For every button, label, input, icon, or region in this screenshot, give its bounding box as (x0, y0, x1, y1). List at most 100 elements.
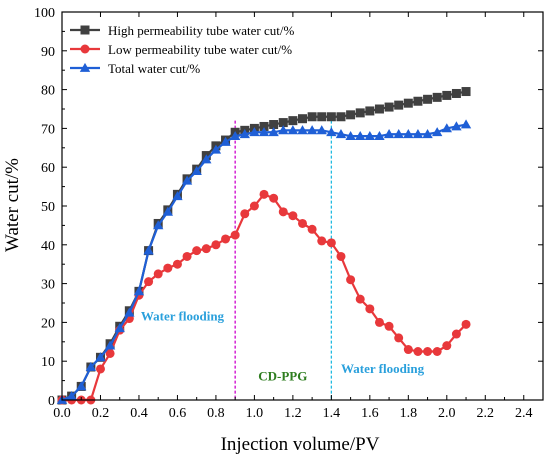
data-point-square (413, 96, 423, 106)
data-point-triangle (374, 130, 385, 141)
y-tick-label: 60 (41, 161, 55, 176)
y-tick-label: 100 (34, 6, 55, 21)
data-point-triangle (460, 119, 472, 129)
y-tick-label: 30 (41, 278, 55, 293)
data-point-triangle (66, 390, 77, 401)
legend-label: Low permeability tube water cut/% (108, 42, 292, 57)
data-point-circle (307, 224, 317, 234)
data-point-square (451, 88, 461, 98)
data-point-square (355, 108, 365, 118)
x-tick-label: 0.8 (207, 406, 225, 421)
data-point-circle (365, 304, 375, 314)
data-point-triangle (76, 381, 87, 391)
data-point-triangle (114, 323, 125, 333)
data-point-circle (423, 347, 433, 356)
x-tick-label: 1.0 (246, 406, 264, 421)
y-axis-title: Water cut/% (2, 158, 23, 252)
data-point-triangle (162, 206, 173, 216)
data-point-triangle (432, 127, 443, 137)
data-point-triangle (441, 123, 452, 133)
x-tick-label: 0.0 (53, 406, 71, 421)
data-point-triangle (393, 129, 404, 139)
stage-label: Water flooding (141, 308, 225, 323)
data-point-circle (211, 240, 221, 250)
data-point-square (269, 120, 279, 130)
x-tick-label: 0.2 (92, 406, 110, 421)
data-point-circle (240, 209, 250, 219)
x-tick-label: 0.4 (130, 406, 148, 421)
x-tick-label: 1.6 (361, 406, 379, 421)
data-point-circle (403, 345, 413, 355)
data-point-circle (336, 251, 346, 261)
series-line (61, 123, 467, 402)
x-tick-label: 2.2 (477, 406, 495, 421)
reference-lines (234, 120, 333, 400)
data-point-triangle (335, 129, 347, 139)
data-point-circle (163, 263, 173, 273)
data-point-circle (80, 44, 90, 54)
data-point-triangle (85, 361, 97, 371)
data-point-square (307, 112, 317, 122)
data-point-square (423, 94, 433, 104)
data-point-triangle (229, 130, 241, 141)
data-point-triangle (143, 245, 154, 255)
x-tick-label: 2.0 (438, 406, 456, 421)
legend-label: Total water cut/% (108, 61, 200, 76)
data-point-square (346, 110, 356, 120)
data-point-circle (394, 333, 404, 343)
data-point-triangle (316, 125, 327, 135)
data-point-circle (230, 230, 240, 240)
data-point-circle (269, 193, 279, 203)
series-layer (56, 87, 472, 405)
data-point-circle (259, 189, 269, 199)
x-tick-label: 1.8 (400, 406, 418, 421)
data-point-square (394, 100, 404, 110)
data-point-square (288, 116, 298, 126)
data-point-circle (153, 269, 163, 279)
legend-label: High permeability tube water cut/% (108, 23, 294, 38)
data-point-triangle (306, 125, 318, 135)
x-tick-label: 1.2 (284, 406, 302, 421)
data-point-square (384, 102, 394, 112)
data-point-square (80, 25, 90, 35)
data-point-circle (432, 347, 442, 356)
data-point-square (298, 114, 307, 124)
data-point-triangle (345, 130, 356, 141)
data-point-circle (95, 364, 105, 374)
data-point-square (326, 112, 336, 122)
data-point-square (336, 112, 346, 122)
data-point-triangle (210, 144, 222, 154)
x-axis-title: Injection volume/PV (221, 434, 380, 455)
data-point-circle (317, 236, 327, 246)
data-point-circle (451, 329, 461, 339)
data-point-circle (105, 348, 115, 358)
data-point-circle (326, 238, 336, 248)
y-tick-label: 80 (41, 84, 55, 99)
data-point-square (442, 90, 452, 100)
data-point-circle (249, 201, 259, 211)
data-point-triangle (249, 127, 260, 137)
data-point-triangle (133, 286, 145, 296)
data-point-triangle (220, 136, 231, 146)
data-point-circle (182, 251, 192, 261)
annotations: Water flooding CD-PPG Water flooding (141, 308, 425, 383)
data-point-circle (384, 321, 394, 331)
data-point-circle (346, 275, 356, 285)
data-point-square (461, 87, 471, 97)
y-tick-label: 20 (41, 316, 55, 331)
data-point-triangle (287, 125, 299, 135)
data-point-triangle (355, 130, 366, 141)
data-point-circle (278, 207, 288, 217)
data-point-circle (144, 277, 154, 287)
y-tick-label: 70 (41, 122, 55, 137)
x-tick-label: 2.4 (515, 406, 533, 421)
data-point-triangle (403, 129, 414, 139)
data-point-circle (374, 317, 384, 327)
data-point-square (365, 106, 375, 116)
y-tick-label: 0 (48, 394, 55, 409)
data-point-square (403, 98, 413, 108)
data-point-triangle (191, 165, 202, 175)
data-point-triangle (153, 220, 164, 230)
data-point-circle (413, 347, 423, 356)
data-point-triangle (201, 154, 212, 164)
